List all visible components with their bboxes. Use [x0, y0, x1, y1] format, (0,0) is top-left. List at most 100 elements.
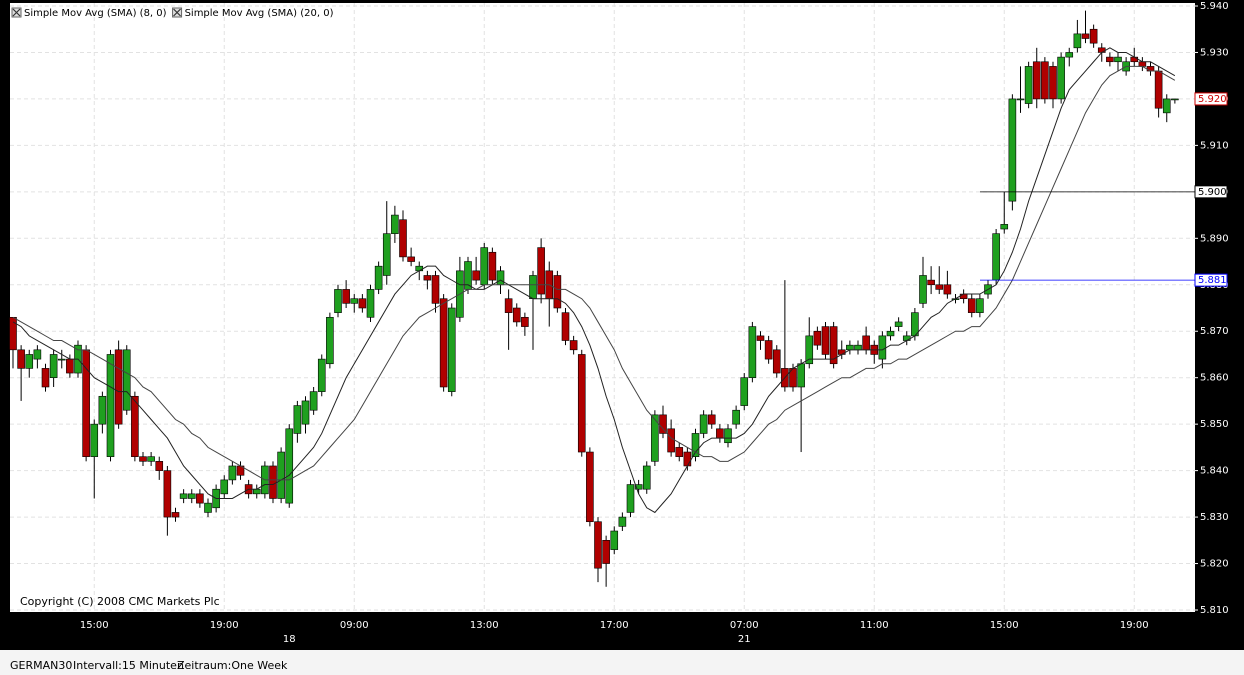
candle-body: [943, 284, 952, 295]
candle-body: [732, 409, 740, 425]
x-tick-label: 17:00: [600, 620, 629, 631]
x-tick-label: 11:00: [860, 620, 889, 631]
candle-body: [537, 247, 545, 295]
candle-body: [49, 354, 58, 378]
candle-body: [805, 335, 814, 365]
candle-body: [350, 298, 359, 304]
candle-body: [1073, 33, 1082, 49]
candle-body: [935, 284, 944, 290]
legend-check[interactable]: [173, 8, 181, 17]
candle-body: [707, 414, 716, 425]
copyright: Copyright (C) 2008 CMC Markets Plc: [20, 595, 220, 608]
candle-body: [642, 465, 651, 490]
candle-body: [886, 330, 895, 337]
candle-body: [683, 451, 692, 467]
candle-body: [813, 330, 822, 346]
candle-body: [699, 414, 708, 434]
y-tick-label: 5.870: [1200, 326, 1229, 337]
candle-body: [862, 335, 870, 351]
candle-body: [829, 326, 838, 365]
candle-body: [610, 530, 619, 550]
status-bar: GERMAN30 Intervall:15 Minuten Zeitraum:O…: [0, 650, 1244, 675]
candle-body: [854, 344, 862, 351]
candle-body: [139, 456, 147, 462]
reference-label: 5.881: [1198, 275, 1227, 286]
sma-line: [12, 47, 1176, 514]
legend-entry: Simple Mov Avg (SMA) (20, 0): [185, 8, 334, 19]
candle-body: [521, 316, 529, 327]
candle-body: [399, 219, 407, 258]
y-tick-label: 5.890: [1200, 233, 1229, 244]
candle-body: [618, 516, 627, 527]
y-tick-label: 5.860: [1200, 373, 1229, 384]
candle-body: [57, 358, 66, 361]
candle-body: [602, 540, 610, 564]
candle-body: [1154, 70, 1163, 109]
candle-body: [407, 256, 415, 262]
last-price-label: 5.920: [1198, 94, 1227, 105]
candle-body: [586, 451, 594, 523]
candle-body: [447, 307, 456, 392]
candle-body: [878, 335, 887, 360]
candle-body: [269, 465, 277, 499]
candle-body: [374, 265, 383, 290]
y-tick-label: 5.820: [1200, 559, 1229, 570]
x-tick-label: 15:00: [80, 620, 109, 631]
candle-body: [740, 377, 749, 406]
candle-body: [366, 289, 375, 318]
candle-body: [561, 312, 570, 341]
reference-box: [1194, 185, 1228, 199]
candle-body: [1032, 61, 1041, 100]
candle-body: [309, 391, 318, 411]
candle-body: [1041, 61, 1049, 100]
y-tick-label: 5.810: [1200, 605, 1229, 616]
candle-body: [317, 358, 326, 392]
interval: Intervall:15 Minuten: [73, 659, 184, 672]
candle-body: [1138, 61, 1147, 67]
symbol: GERMAN30: [10, 659, 73, 672]
candle-body: [1008, 98, 1017, 202]
candle-body: [17, 349, 25, 369]
candle-body: [358, 298, 367, 309]
candle-body: [1081, 33, 1090, 39]
candle-body: [626, 484, 635, 513]
legend-check[interactable]: [12, 8, 21, 17]
candle-body: [837, 349, 846, 355]
y-tick-label: 5.840: [1200, 466, 1229, 477]
x-tick-label: 13:00: [470, 620, 499, 631]
candle-body: [187, 493, 196, 499]
period: Zeitraum:One Week: [177, 659, 288, 672]
candle-body: [569, 340, 578, 351]
candle-body: [293, 405, 302, 434]
candle-body: [919, 275, 927, 304]
candle-body: [326, 316, 334, 365]
candle-body: [391, 214, 399, 234]
candle-body: [959, 293, 968, 300]
candle-body: [66, 358, 74, 374]
candle-body: [1171, 98, 1179, 101]
candle-body: [659, 414, 667, 434]
candle-body: [1065, 52, 1074, 58]
candle-body: [1162, 98, 1171, 114]
x-tick-label: 15:00: [990, 620, 1019, 631]
candle-body: [423, 275, 432, 281]
candle-body: [1106, 56, 1114, 63]
chart: 5.8105.8205.8305.8405.8505.8605.8705.880…: [9, 1, 1229, 645]
candle-body: [252, 488, 261, 495]
reference-label: 5.900: [1198, 187, 1227, 198]
candle-body: [1057, 56, 1065, 100]
candle-body: [691, 433, 700, 457]
candle-body: [667, 428, 675, 453]
candle-body: [764, 340, 773, 360]
candle-body: [415, 265, 424, 272]
candle-body: [204, 502, 212, 513]
candle-body: [285, 428, 294, 504]
candle-body: [553, 275, 562, 309]
candle-body: [179, 493, 188, 499]
x-tick-label: 09:00: [340, 620, 369, 631]
candle-body: [748, 326, 757, 378]
candle-body: [163, 470, 172, 518]
candle-body: [846, 344, 854, 351]
y-tick-label: 5.830: [1200, 512, 1229, 523]
candle-body: [277, 451, 285, 499]
